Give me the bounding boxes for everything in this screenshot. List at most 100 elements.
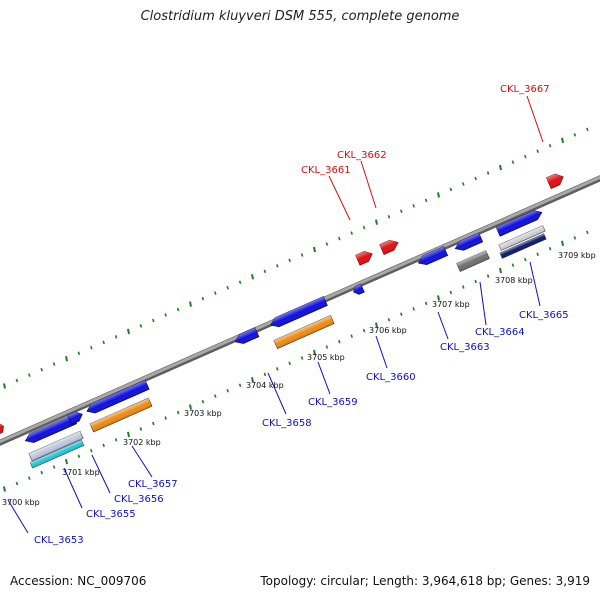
- inner-ring-dash: [65, 459, 68, 465]
- inner-ring-dash: [102, 443, 105, 448]
- outer-ring-dash: [263, 269, 267, 274]
- gene-label-ckl-3659[interactable]: CKL_3659: [308, 397, 358, 408]
- inner-ring-dash: [3, 486, 6, 492]
- inner-ring-dash: [486, 274, 490, 278]
- outer-ring-dash: [201, 296, 205, 301]
- gene-label-ckl-3664[interactable]: CKL_3664: [475, 327, 525, 338]
- gene-feature-ckl-3666[interactable]: [499, 233, 547, 259]
- inner-ring-dash: [40, 470, 43, 475]
- outer-ring-dash: [276, 264, 279, 268]
- gene-feature-ckl-3654[interactable]: [67, 410, 85, 425]
- outer-ring-dash: [3, 383, 6, 389]
- gene-label-ckl-3662[interactable]: CKL_3662: [337, 150, 387, 161]
- outer-ring-dash: [65, 356, 68, 362]
- outer-ring-dash: [400, 209, 403, 214]
- outer-ring-dash: [176, 307, 180, 312]
- inner-ring-dash: [189, 404, 192, 410]
- gene-feature-ckl-3663[interactable]: [416, 246, 449, 267]
- inner-ring-dash: [449, 290, 453, 295]
- gene-feature-edge-rna[interactable]: [0, 422, 6, 435]
- inner-ring-dash: [586, 230, 589, 235]
- outer-ring-dash: [40, 367, 43, 372]
- outer-ring-dash: [548, 144, 552, 148]
- gene-label-ckl-3663[interactable]: CKL_3663: [440, 342, 490, 353]
- inner-ring-dash: [573, 236, 577, 240]
- inner-ring-dash: [127, 431, 130, 438]
- gene-feature-ckl-3658[interactable]: [233, 327, 260, 347]
- gene-label-ckl-3657[interactable]: CKL_3657: [128, 479, 178, 490]
- leader-line: [131, 445, 153, 478]
- outer-ring-dash: [189, 301, 192, 307]
- outer-ring-dash: [449, 187, 453, 192]
- gene-feature-ckl-3659[interactable]: [273, 315, 335, 349]
- gene-label-ckl-3660[interactable]: CKL_3660: [366, 372, 416, 383]
- leader-line: [317, 361, 331, 395]
- inner-ring-dash: [313, 349, 316, 356]
- inner-ring-dash: [164, 416, 167, 420]
- inner-ring-dash: [201, 399, 205, 404]
- outer-ring-dash: [387, 214, 391, 219]
- inner-ring-dash: [499, 267, 502, 274]
- gene-label-ckl-3656[interactable]: CKL_3656: [114, 494, 164, 505]
- inner-ring-dash: [139, 427, 143, 431]
- gene-feature-ckl-3665-light[interactable]: [498, 225, 546, 251]
- outer-ring-dash: [338, 236, 341, 241]
- gene-feature-ckl-3659a[interactable]: [269, 296, 328, 329]
- leader-line: [360, 160, 377, 209]
- outer-ring-dash: [15, 378, 19, 383]
- map-title: Clostridium kluyveri DSM 555, complete g…: [140, 9, 460, 24]
- gene-feature-ckl-3655-gray[interactable]: [28, 430, 84, 462]
- gene-feature-ckl-3662[interactable]: [379, 237, 401, 255]
- inner-ring-dash: [152, 421, 155, 426]
- inner-ring-dash: [226, 388, 229, 393]
- leader-line: [479, 281, 487, 326]
- gene-label-ckl-3655[interactable]: CKL_3655: [86, 509, 136, 520]
- leader-line: [328, 175, 351, 221]
- gene-feature-ckl-3667[interactable]: [545, 171, 565, 190]
- inner-ring-dash: [338, 339, 341, 344]
- outer-ring-dash: [412, 204, 415, 208]
- gene-feature-ckl-3661[interactable]: [355, 249, 374, 266]
- inner-ring-dash: [536, 252, 539, 256]
- outer-ring-dash: [586, 127, 589, 132]
- gene-features: [0, 171, 565, 469]
- inner-ring-dash: [524, 257, 527, 262]
- outer-ring-dash: [288, 258, 291, 263]
- outer-ring-dash: [164, 313, 167, 317]
- outer-ring-dash: [77, 351, 81, 355]
- outer-ring-dash: [226, 285, 229, 290]
- inner-ring-dash: [548, 247, 552, 251]
- leader-line: [529, 261, 541, 307]
- tick-label-3706: 3706 kbp: [369, 326, 407, 335]
- inner-ring-dash: [263, 372, 267, 377]
- inner-ring-dash: [288, 361, 291, 366]
- outer-ring-dash: [102, 340, 105, 345]
- inner-dotted-ring: [3, 230, 589, 492]
- inner-ring-dash: [114, 438, 118, 442]
- inner-ring-dash: [90, 449, 93, 453]
- gene-label-ckl-3667[interactable]: CKL_3667: [500, 84, 550, 95]
- outer-ring-dash: [437, 192, 440, 198]
- outer-ring-dash: [52, 362, 56, 366]
- outer-ring-dash: [561, 137, 564, 143]
- inner-ring-dash: [176, 410, 180, 415]
- gene-feature-ckl-3664[interactable]: [453, 232, 484, 253]
- gene-feature-ckl-3655[interactable]: [29, 439, 85, 469]
- gene-feature-ckl-3665[interactable]: [495, 208, 544, 237]
- gene-label-ckl-3665[interactable]: CKL_3665: [519, 310, 569, 321]
- outer-dotted-ring: [3, 127, 589, 389]
- gene-label-ckl-3661[interactable]: CKL_3661: [301, 165, 351, 176]
- gene-feature-ckl-3660[interactable]: [352, 283, 365, 296]
- outer-ring-dash: [524, 154, 527, 159]
- gene-label-ckl-3658[interactable]: CKL_3658: [262, 418, 312, 429]
- outer-ring-dash: [114, 335, 118, 339]
- inner-ring-dash: [362, 328, 366, 333]
- outer-ring-dash: [536, 149, 539, 153]
- inner-ring-dash: [350, 334, 353, 338]
- gene-feature-ckl-3664-gray[interactable]: [456, 250, 490, 272]
- leader-line: [267, 372, 287, 415]
- gene-feature-ckl-3657[interactable]: [89, 397, 153, 433]
- gene-feature-ckl-3656[interactable]: [85, 379, 150, 416]
- gene-label-ckl-3653[interactable]: CKL_3653: [34, 535, 84, 546]
- inner-ring-dash: [437, 295, 440, 301]
